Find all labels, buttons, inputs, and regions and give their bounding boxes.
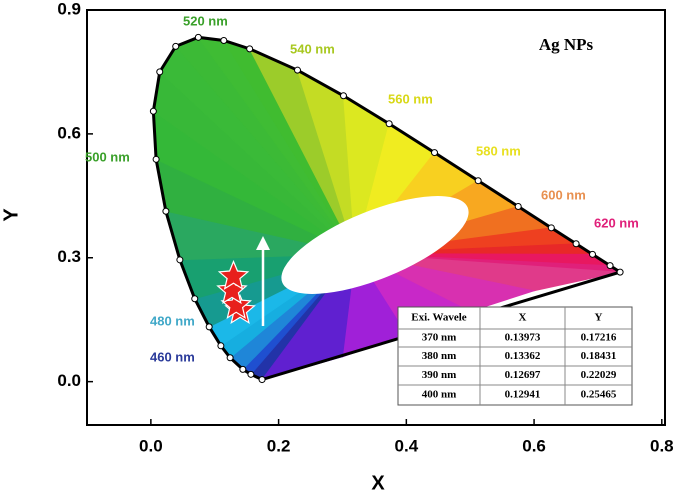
x-tick-label: 0.2 (267, 436, 291, 455)
wavelength-label: 460 nm (150, 349, 195, 364)
locus-marker (294, 66, 302, 74)
arrow-head (256, 236, 270, 250)
locus-marker (247, 370, 255, 378)
locus-marker (514, 202, 522, 210)
table-cell: 0.22029 (581, 369, 617, 381)
data-star (216, 274, 248, 305)
locus-marker (547, 224, 555, 232)
locus-marker (572, 240, 580, 248)
x-tick-label: 0.0 (139, 436, 163, 455)
table-cell: 380 nm (422, 350, 457, 362)
white-region (281, 196, 469, 294)
y-tick-label: 0.0 (57, 371, 81, 390)
table-cell: 0.18431 (581, 350, 617, 362)
table-cell: 370 nm (422, 332, 457, 344)
table-header: Exi. Wavele (411, 312, 467, 324)
y-tick-label: 0.3 (57, 247, 81, 266)
locus-marker (194, 33, 202, 41)
locus-marker (149, 107, 157, 115)
locus-marker (191, 295, 199, 303)
locus-marker (226, 354, 234, 362)
locus-marker (239, 365, 247, 373)
table-cell: 0.13362 (505, 350, 541, 362)
plot-frame (86, 9, 666, 426)
table-header: Y (595, 312, 603, 324)
locus-marker (474, 177, 482, 185)
locus-marker (385, 120, 393, 128)
locus-marker (220, 36, 228, 44)
locus-marker (616, 268, 624, 276)
spectral-locus (151, 35, 624, 382)
locus-marker (217, 342, 225, 350)
locus-marker (152, 155, 160, 163)
wavelength-label: 540 nm (290, 41, 335, 56)
locus-marker (339, 92, 347, 100)
table-cell: 0.13973 (505, 332, 541, 344)
table-cell: 400 nm (422, 389, 457, 401)
locus-marker (431, 149, 439, 157)
table-bg (397, 306, 633, 406)
table-header: X (519, 312, 527, 324)
plot-area (149, 33, 624, 384)
wavelength-label: 580 nm (476, 143, 521, 158)
locus-marker (162, 207, 170, 215)
y-tick-label: 0.6 (57, 123, 81, 142)
locus-marker (205, 323, 213, 331)
table-cell: 0.12697 (505, 369, 541, 381)
chart-title: Ag NPs (539, 35, 594, 54)
y-axis-label: Y (0, 208, 22, 222)
locus-marker (606, 262, 614, 270)
x-axis-label: X (371, 472, 385, 494)
table-cell: 0.25465 (581, 389, 617, 401)
x-tick-label: 0.6 (522, 436, 546, 455)
locus-marker (176, 256, 184, 264)
y-tick-label: 0.9 (57, 0, 81, 18)
table-cell: 0.12941 (505, 389, 541, 401)
data-star (217, 259, 250, 290)
wavelength-label: 560 nm (388, 91, 433, 106)
locus-marker (589, 250, 597, 258)
wavelength-label: 480 nm (150, 313, 195, 328)
wavelength-label: 600 nm (541, 187, 586, 202)
locus-marker (156, 68, 164, 76)
wavelength-label: 500 nm (85, 149, 130, 164)
table-cell: 0.17216 (581, 332, 617, 344)
wavelength-label: 520 nm (183, 13, 228, 28)
x-tick-label: 0.8 (650, 436, 674, 455)
wavelength-label: 620 nm (594, 215, 639, 230)
locus-marker (258, 376, 266, 384)
x-tick-label: 0.4 (395, 436, 419, 455)
locus-marker (246, 45, 254, 53)
locus-marker (172, 42, 180, 50)
table-cell: 390 nm (422, 369, 457, 381)
